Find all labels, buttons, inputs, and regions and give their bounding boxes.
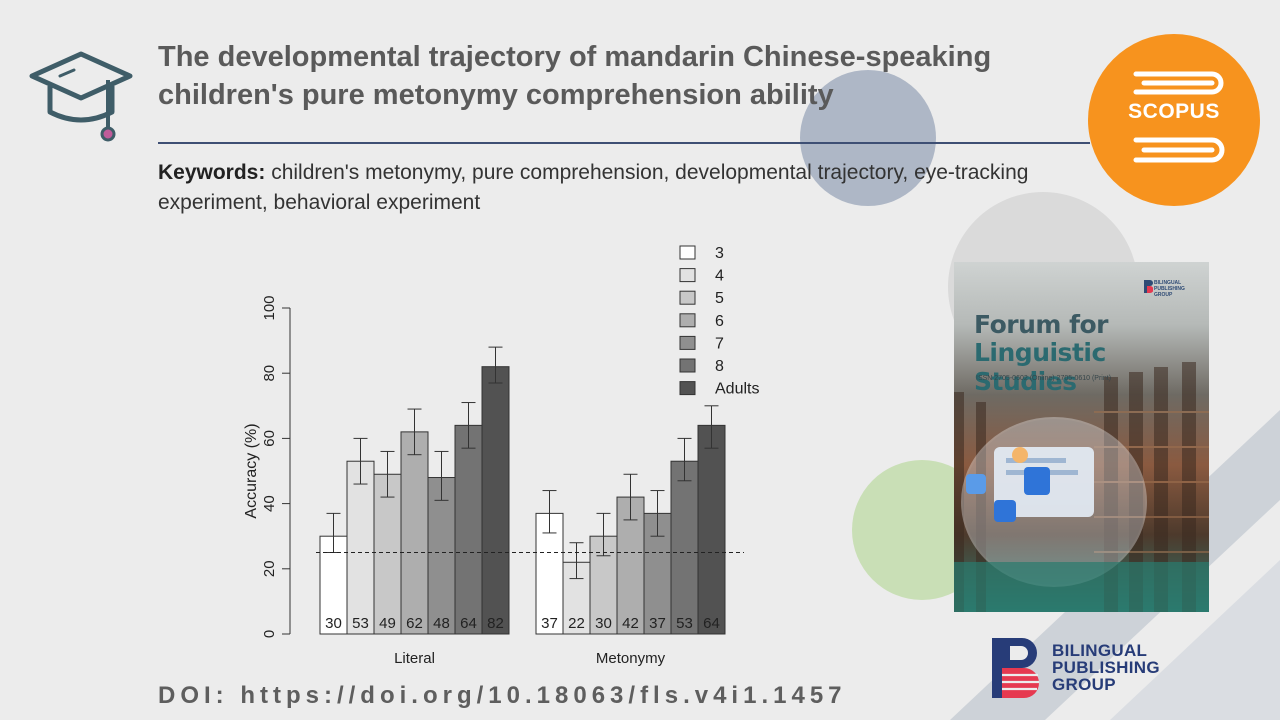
- chart-bar: [400, 431, 429, 635]
- legend-swatch: [679, 290, 696, 305]
- bar-value-label: 37: [649, 615, 666, 632]
- legend-label: 5: [715, 290, 724, 307]
- legend-swatch: [679, 358, 696, 373]
- journal-title-line1: Forum for: [974, 310, 1109, 339]
- legend-swatch: [679, 335, 696, 350]
- graduation-cap-icon: [29, 51, 133, 142]
- bar-value-label: 53: [352, 615, 369, 632]
- bar-value-label: 48: [433, 615, 450, 632]
- y-tick-label: 20: [261, 560, 278, 577]
- journal-publisher-line: BILINGUAL: [1154, 280, 1182, 286]
- bar-value-label: 42: [622, 615, 639, 632]
- bar-value-label: 64: [703, 615, 720, 632]
- chart-bar: [346, 460, 375, 635]
- chart-bar: [670, 460, 699, 635]
- y-tick-label: 80: [261, 365, 278, 382]
- journal-cover[interactable]: BILINGUAL PUBLISHING GROUP Forum for Lin…: [954, 262, 1209, 612]
- bpg-logo-icon: [992, 638, 1039, 698]
- keywords-label: Keywords:: [158, 161, 266, 184]
- y-tick-label: 40: [261, 495, 278, 512]
- page-title: The developmental trajectory of mandarin…: [158, 41, 992, 111]
- publisher-mini-logo-icon: [1144, 280, 1153, 293]
- publisher-logo-line: BILINGUAL: [1052, 641, 1148, 660]
- x-category-label: Literal: [394, 650, 435, 667]
- bar-value-label: 82: [487, 615, 504, 632]
- legend-label: Adults: [715, 381, 759, 398]
- legend-swatch: [679, 245, 696, 260]
- scopus-badge[interactable]: [1088, 34, 1260, 206]
- legend-swatch: [679, 268, 696, 283]
- legend-swatch: [679, 381, 696, 396]
- y-tick-label: 0: [261, 630, 278, 638]
- bar-value-label: 30: [325, 615, 342, 632]
- legend-label: 8: [715, 358, 724, 375]
- bar-value-label: 49: [379, 615, 396, 632]
- bookshelf-illustration: [954, 362, 1209, 612]
- journal-publisher-line: PUBLISHING: [1154, 286, 1185, 292]
- publisher-logo-text: BILINGUAL PUBLISHING GROUP: [1052, 642, 1160, 693]
- journal-publisher-text: BILINGUAL PUBLISHING GROUP: [1154, 280, 1185, 298]
- bar-value-label: 64: [460, 615, 477, 632]
- y-tick-label: 100: [261, 295, 278, 320]
- bar-value-label: 22: [568, 615, 585, 632]
- publisher-logo-line: PUBLISHING: [1052, 658, 1160, 677]
- journal-title-line2: Linguistic Studies: [974, 338, 1106, 396]
- chart-bar: [454, 424, 483, 635]
- x-category-label: Metonymy: [596, 650, 666, 667]
- bar-value-label: 53: [676, 615, 693, 632]
- chart-bar: [427, 477, 456, 635]
- legend-label: 4: [715, 268, 724, 285]
- bar-value-label: 30: [595, 615, 612, 632]
- chart-bar: [373, 473, 402, 635]
- title-divider: [158, 142, 1090, 144]
- journal-issn: ISSN 2705-0602 (Online) 2705-0610 (Print…: [976, 375, 1112, 382]
- y-tick-label: 60: [261, 430, 278, 447]
- chart-bar: [562, 561, 591, 635]
- bar-value-label: 37: [541, 615, 558, 632]
- legend-label: 7: [715, 335, 724, 352]
- chart-bar: [481, 366, 510, 635]
- scopus-book-icon: [1133, 71, 1225, 163]
- y-axis-label: Accuracy (%): [243, 423, 260, 518]
- chart-bar: [535, 512, 564, 635]
- legend-label: 6: [715, 313, 724, 330]
- scopus-label: SCOPUS: [1128, 100, 1220, 123]
- doi-link[interactable]: DOI: https://doi.org/10.18063/fls.v4i1.1…: [158, 682, 847, 709]
- keywords-text: Keywords: children's metonymy, pure comp…: [158, 158, 1058, 218]
- chart-bar: [697, 424, 726, 635]
- journal-publisher-line: GROUP: [1154, 292, 1173, 298]
- bar-value-label: 62: [406, 615, 423, 632]
- publisher-logo-line: GROUP: [1052, 675, 1116, 694]
- decorative-circle-slate: [800, 70, 936, 206]
- keywords-list: children's metonymy, pure comprehension,…: [158, 161, 1029, 214]
- legend-swatch: [679, 313, 696, 328]
- legend-label: 3: [715, 245, 724, 262]
